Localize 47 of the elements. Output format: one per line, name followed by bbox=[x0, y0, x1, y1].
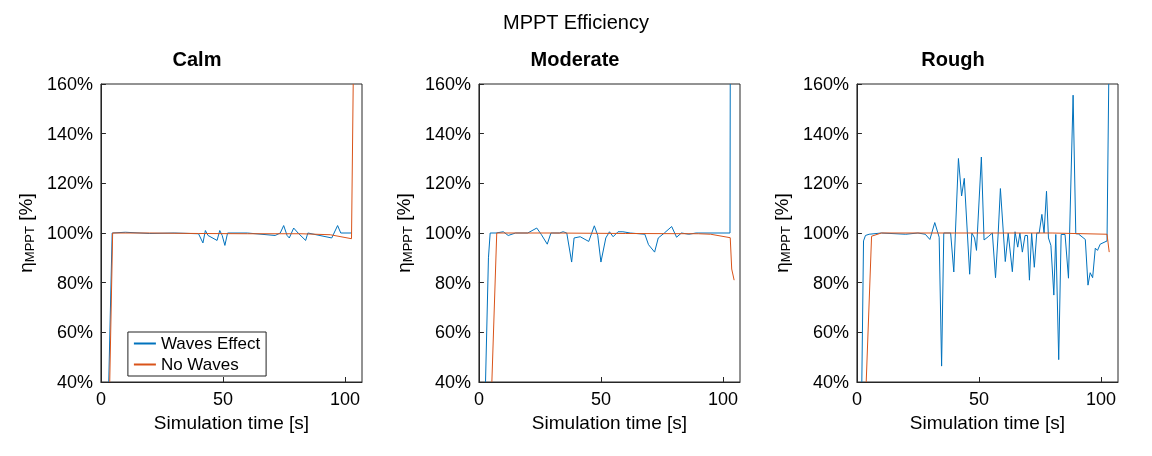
line-series bbox=[109, 83, 354, 383]
x-tick-label: 0 bbox=[95, 389, 106, 409]
x-tick-label: 100 bbox=[707, 389, 738, 409]
line-series bbox=[865, 232, 1110, 383]
x-tick-label: 100 bbox=[1085, 389, 1116, 409]
legend-label: No Waves bbox=[160, 355, 239, 374]
y-tick-label: 160% bbox=[424, 74, 471, 94]
y-tick-label: 60% bbox=[812, 322, 849, 343]
legend-label: Waves Effect bbox=[160, 334, 261, 353]
chart-title: Rough bbox=[921, 48, 985, 70]
line-series bbox=[491, 232, 735, 383]
line-series bbox=[485, 83, 731, 383]
x-tick-label: 50 bbox=[968, 389, 989, 409]
y-axis-title: ηMPPT [%] bbox=[771, 193, 793, 273]
y-tick-label: 40% bbox=[56, 372, 93, 392]
y-tick-label: 40% bbox=[812, 372, 849, 392]
text: MPPT Efficiency bbox=[502, 10, 650, 35]
y-tick-label: 120% bbox=[802, 173, 849, 194]
x-tick-label: 0 bbox=[851, 389, 862, 409]
chart-title: Moderate bbox=[530, 48, 620, 70]
y-axis-title: ηMPPT [%] bbox=[393, 193, 415, 273]
y-tick-label: 140% bbox=[46, 123, 93, 144]
y-tick-label: 140% bbox=[424, 123, 471, 144]
x-tick-label: 50 bbox=[590, 389, 611, 409]
y-tick-label: 140% bbox=[802, 123, 849, 144]
x-tick-label: 0 bbox=[473, 389, 484, 409]
y-tick-label: 40% bbox=[434, 372, 471, 392]
x-axis-title: Simulation time [s] bbox=[153, 411, 310, 433]
y-tick-label: 60% bbox=[434, 322, 471, 343]
x-tick-label: 50 bbox=[212, 389, 233, 409]
y-tick-label: 80% bbox=[56, 272, 93, 293]
y-tick-label: 100% bbox=[802, 223, 849, 243]
y-tick-label: 80% bbox=[434, 272, 471, 293]
y-tick-label: 160% bbox=[46, 74, 93, 94]
y-tick-label: 120% bbox=[46, 173, 93, 194]
y-tick-label: 120% bbox=[424, 173, 471, 194]
chart-title: Calm bbox=[172, 48, 222, 70]
y-tick-label: 100% bbox=[424, 223, 471, 243]
y-tick-label: 100% bbox=[46, 223, 93, 243]
y-tick-label: 60% bbox=[56, 322, 93, 343]
y-tick-label: 160% bbox=[802, 74, 849, 94]
y-tick-label: 80% bbox=[812, 272, 849, 293]
y-axis-title: ηMPPT [%] bbox=[15, 193, 37, 273]
x-tick-label: 100 bbox=[329, 389, 360, 409]
x-axis-title: Simulation time [s] bbox=[909, 411, 1066, 433]
line-series bbox=[861, 83, 1110, 383]
x-axis-title: Simulation time [s] bbox=[531, 411, 688, 433]
